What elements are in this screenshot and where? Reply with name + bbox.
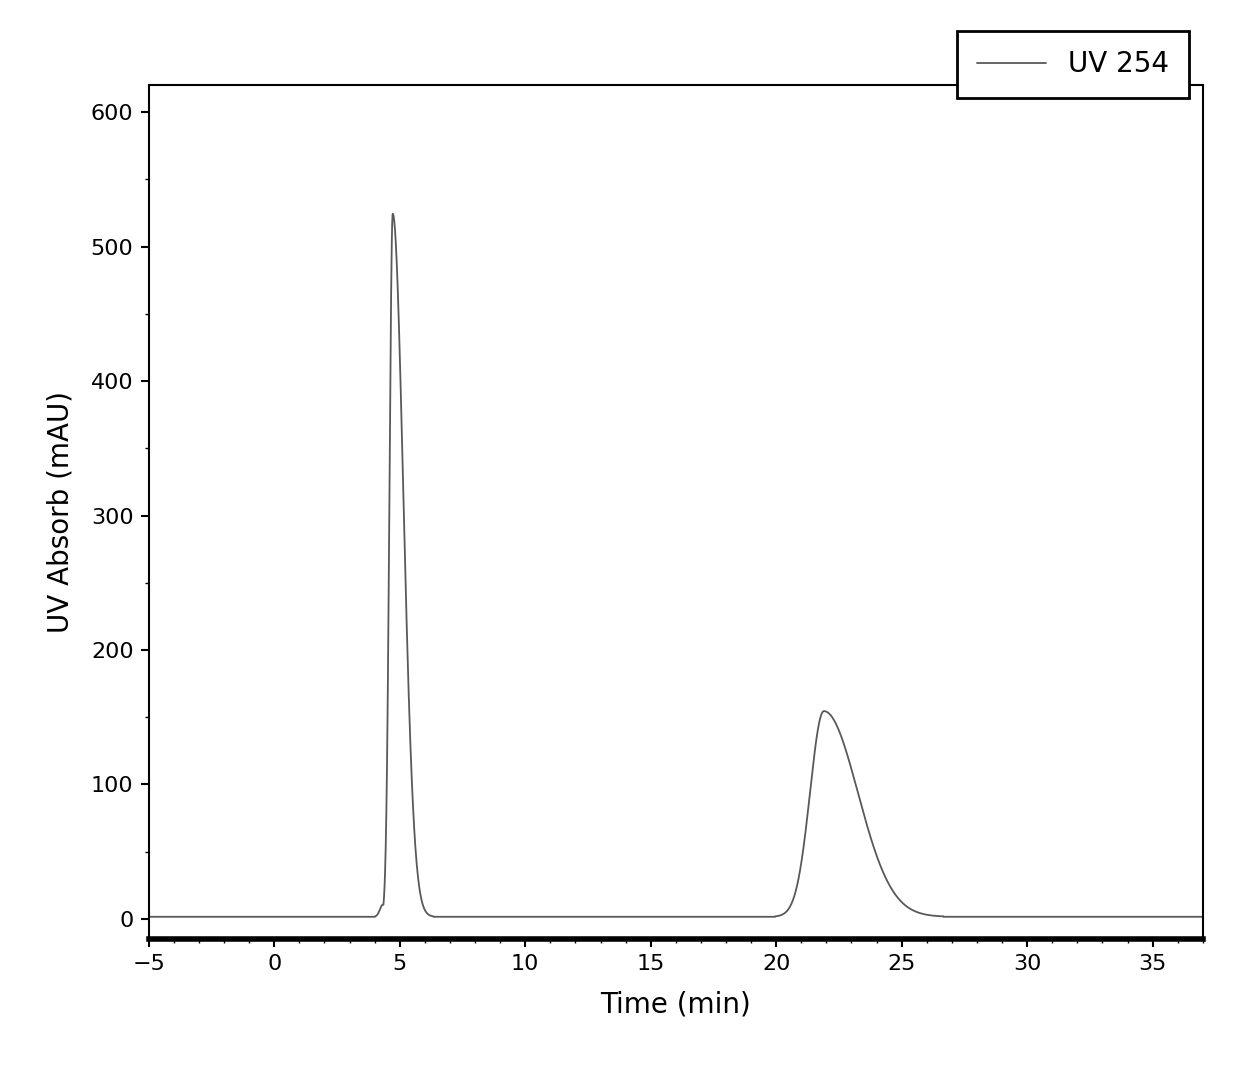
- X-axis label: Time (min): Time (min): [600, 991, 751, 1019]
- UV 254: [195, 910, 210, 923]
- UV 254: [1195, 910, 1210, 923]
- Y-axis label: UV Absorb (mAU): UV Absorb (mAU): [46, 392, 74, 633]
- UV 254: [811, 719, 826, 732]
- UV 254: [386, 207, 401, 220]
- UV 254: [523, 910, 538, 923]
- Legend: UV 254: UV 254: [957, 31, 1189, 98]
- UV 254: [765, 910, 780, 923]
- Line: UV 254: UV 254: [149, 213, 1203, 917]
- UV 254: [923, 909, 937, 922]
- UV 254: [980, 910, 994, 923]
- UV 254: [141, 910, 156, 923]
